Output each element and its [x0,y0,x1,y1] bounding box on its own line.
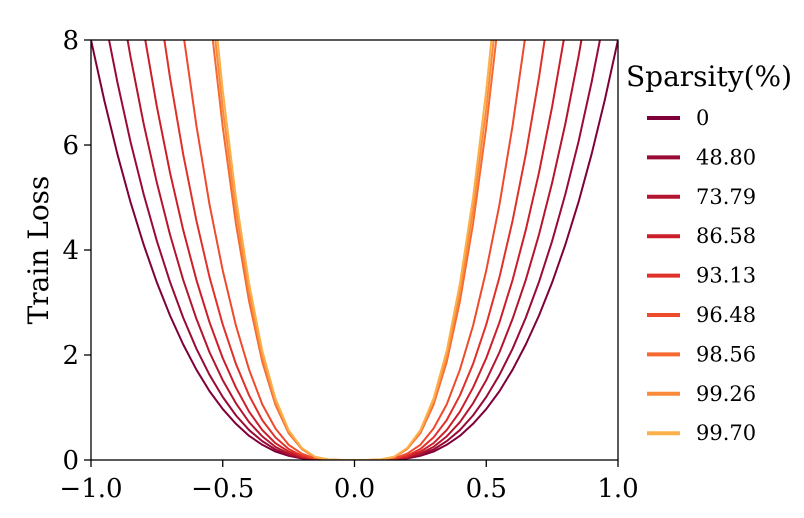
y-axis-title: Train Loss [22,176,55,325]
legend: 0 48.80 73.79 86.58 93.13 96.48 98.56 99.26 99.7… [647,106,756,445]
legend-label: 93.13 [696,264,756,288]
series-layer [91,40,618,460]
x-axis: −1.0 −0.5 0.0 0.5 1.0 [59,460,639,504]
legend-label: 86.58 [696,224,756,248]
x-tick-label: −1.0 [59,474,122,504]
series-line-2 [126,40,583,460]
y-tick-label: 4 [62,236,79,266]
legend-label: 48.80 [696,145,756,169]
legend-label: 99.70 [696,421,756,445]
series-line-6 [211,40,498,460]
legend-label: 98.56 [696,342,756,366]
y-tick-label: 0 [62,446,79,476]
x-tick-label: −0.5 [191,474,254,504]
y-axis: 0 2 4 6 8 [62,26,91,476]
x-tick-label: 0.5 [466,474,507,504]
series-line-8 [216,40,493,460]
legend-label: 0 [696,106,709,130]
series-line-5 [183,40,526,460]
y-tick-label: 2 [62,341,79,371]
x-tick-label: 0.0 [334,474,375,504]
legend-title: Sparsity(%) [626,60,792,93]
legend-label: 73.79 [696,185,756,209]
legend-label: 99.26 [696,382,756,406]
x-tick-label: 1.0 [597,474,638,504]
plot-frame [90,39,619,461]
y-tick-label: 6 [62,131,79,161]
series-line-0 [91,40,618,460]
legend-label: 96.48 [696,303,756,327]
series-line-1 [108,40,601,460]
series-line-4 [163,40,546,460]
series-line-7 [214,40,495,460]
y-tick-label: 8 [62,26,79,56]
series-line-3 [144,40,565,460]
